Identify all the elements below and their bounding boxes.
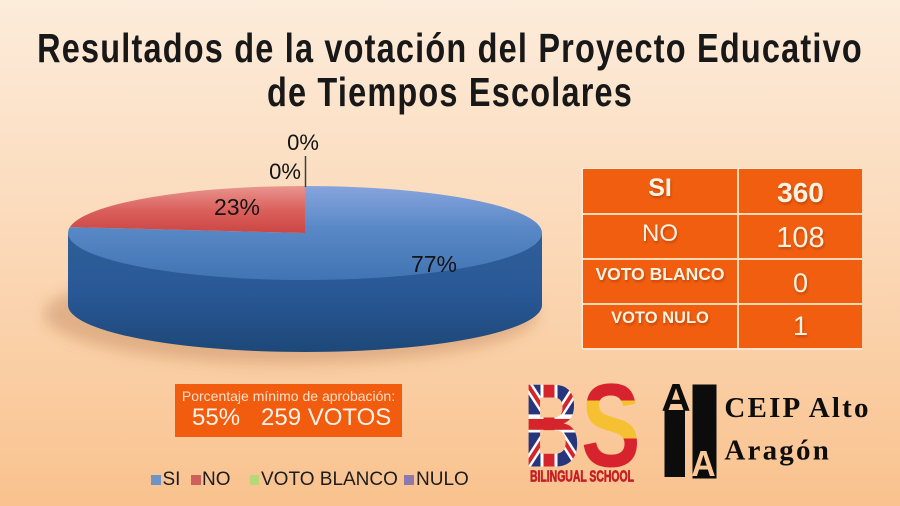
svg-text:A: A <box>691 444 715 484</box>
svg-text:Aragón: Aragón <box>724 435 831 467</box>
svg-text:0%: 0% <box>269 159 301 184</box>
svg-text:23%: 23% <box>214 194 260 220</box>
svg-text:CEIP Alto: CEIP Alto <box>724 392 870 424</box>
svg-text:0%: 0% <box>287 130 319 155</box>
svg-text:BILINGUAL SCHOOL: BILINGUAL SCHOOL <box>530 469 634 486</box>
svg-text:77%: 77% <box>411 251 457 277</box>
